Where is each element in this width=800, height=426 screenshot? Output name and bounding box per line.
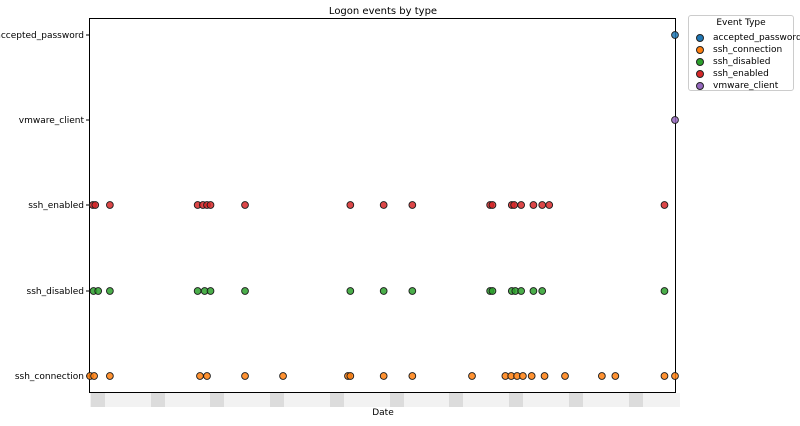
point-ssh-disabled <box>207 288 214 295</box>
point-ssh-enabled <box>207 202 214 209</box>
point-ssh-enabled <box>347 202 354 209</box>
point-ssh-disabled <box>106 288 113 295</box>
x-axis-label: Date <box>372 408 394 418</box>
legend-item-ssh-connection: ssh_connection <box>696 44 782 56</box>
point-ssh-connection <box>197 373 204 380</box>
x-tick-label-redacted <box>390 393 404 407</box>
point-ssh-enabled <box>661 202 668 209</box>
point-ssh-connection <box>528 373 535 380</box>
legend-title: Event Type <box>689 18 793 28</box>
y-axis: ssh_connection ssh_disabled ssh_enabled vmw… <box>0 31 90 382</box>
y-tick-label-vmware-client: vmware_client <box>19 116 85 126</box>
point-ssh-connection <box>612 373 619 380</box>
x-tick-label-redacted <box>629 393 643 407</box>
point-ssh-connection <box>541 373 548 380</box>
point-ssh-enabled <box>409 202 416 209</box>
point-ssh-disabled <box>518 288 525 295</box>
x-tick-label-redacted <box>449 393 463 407</box>
point-ssh-connection <box>280 373 287 380</box>
legend-label: ssh_enabled <box>713 69 769 79</box>
point-ssh-disabled <box>530 288 537 295</box>
y-tick-label-ssh-connection: ssh_connection <box>15 372 84 382</box>
legend-label: ssh_disabled <box>713 57 770 67</box>
point-ssh-enabled <box>518 202 525 209</box>
point-ssh-enabled <box>511 202 518 209</box>
point-ssh-disabled <box>242 288 249 295</box>
point-ssh-connection <box>242 373 249 380</box>
x-tick-labels-obscured <box>90 393 680 407</box>
x-tick-label-redacted <box>569 393 583 407</box>
legend-item-accepted-password: accepted_password <box>696 32 800 44</box>
point-ssh-connection <box>409 373 416 380</box>
point-ssh-disabled <box>489 288 496 295</box>
point-ssh-connection <box>91 373 98 380</box>
x-tick-labels-redacted-band <box>90 393 680 407</box>
x-tick-label-redacted <box>509 393 523 407</box>
point-ssh-connection <box>106 373 113 380</box>
legend-label: accepted_password <box>713 33 800 43</box>
point-ssh-connection <box>347 373 354 380</box>
x-tick-label-redacted <box>151 393 165 407</box>
y-tick-label-ssh-enabled: ssh_enabled <box>28 201 84 211</box>
point-ssh-disabled <box>539 288 546 295</box>
point-ssh-connection <box>672 373 679 380</box>
y-tick-label-ssh-disabled: ssh_disabled <box>27 287 84 297</box>
point-ssh-enabled <box>530 202 537 209</box>
point-ssh-enabled <box>242 202 249 209</box>
point-ssh-connection <box>204 373 211 380</box>
point-ssh-disabled <box>380 288 387 295</box>
point-ssh-connection <box>598 373 605 380</box>
chart-title: Logon events by type <box>329 6 437 17</box>
point-ssh-connection <box>520 373 527 380</box>
legend-marker <box>696 70 704 78</box>
point-ssh-connection <box>562 373 569 380</box>
point-vmware-client <box>672 117 679 124</box>
point-ssh-disabled <box>347 288 354 295</box>
x-tick-label-redacted <box>210 393 224 407</box>
point-ssh-enabled <box>489 202 496 209</box>
y-tick-label-accepted-password: accepted_password <box>0 31 84 41</box>
legend-marker <box>696 82 704 90</box>
point-ssh-disabled <box>409 288 416 295</box>
point-ssh-connection <box>469 373 476 380</box>
x-tick-label-redacted <box>270 393 284 407</box>
legend-marker <box>696 46 704 54</box>
x-tick-label-redacted <box>91 393 105 407</box>
point-ssh-disabled <box>661 288 668 295</box>
legend-label: vmware_client <box>713 81 778 91</box>
x-tick-label-redacted <box>330 393 344 407</box>
point-ssh-enabled <box>539 202 546 209</box>
point-ssh-enabled <box>106 202 113 209</box>
point-ssh-enabled <box>380 202 387 209</box>
point-ssh-connection <box>380 373 387 380</box>
legend: Event Type accepted_password ssh_connecti… <box>688 15 794 91</box>
point-ssh-enabled <box>92 202 99 209</box>
point-ssh-disabled <box>95 288 102 295</box>
legend-marker <box>696 34 704 42</box>
point-ssh-connection <box>661 373 668 380</box>
legend-label: ssh_connection <box>713 45 782 55</box>
point-accepted-password <box>672 32 679 39</box>
legend-item-ssh-enabled: ssh_enabled <box>696 68 769 80</box>
point-ssh-disabled <box>194 288 201 295</box>
point-ssh-enabled <box>546 202 553 209</box>
legend-marker <box>696 58 704 66</box>
legend-item-vmware-client: vmware_client <box>696 80 778 92</box>
legend-item-ssh-disabled: ssh_disabled <box>696 56 770 68</box>
